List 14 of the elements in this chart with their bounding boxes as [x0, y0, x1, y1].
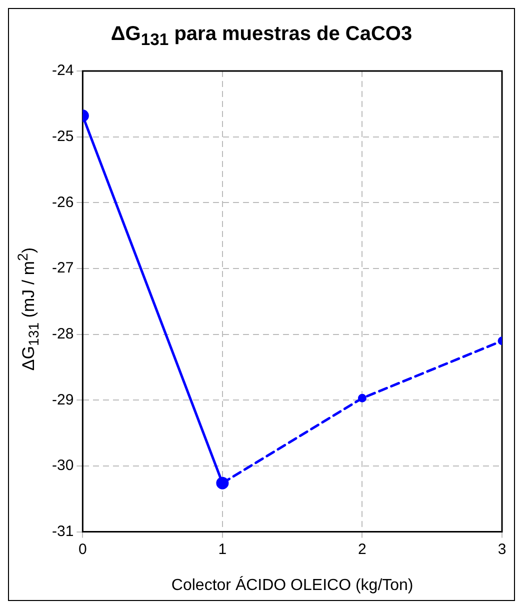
chart-title: ΔG$_{131}$ para muestras de CaCO3	[110, 23, 414, 50]
y-tick-label: -28	[52, 325, 74, 342]
y-tick-label: -27	[52, 260, 74, 277]
y-tick-label: -30	[52, 457, 74, 474]
y-tick-label: -24	[52, 62, 74, 80]
x-axis-title: Colector ÁCIDO OLEICO (kg/Ton)	[171, 576, 414, 594]
y-tick-label: -25	[52, 128, 74, 145]
x-tick-label: 3	[498, 540, 506, 558]
y-tick-label: -31	[52, 522, 74, 540]
x-tick-label: 0	[78, 540, 87, 558]
y-tick-label: -26	[52, 194, 74, 211]
y-tick-label: -29	[52, 391, 74, 408]
x-tick-label: 1	[218, 540, 227, 558]
x-tick-label: 2	[358, 540, 366, 558]
